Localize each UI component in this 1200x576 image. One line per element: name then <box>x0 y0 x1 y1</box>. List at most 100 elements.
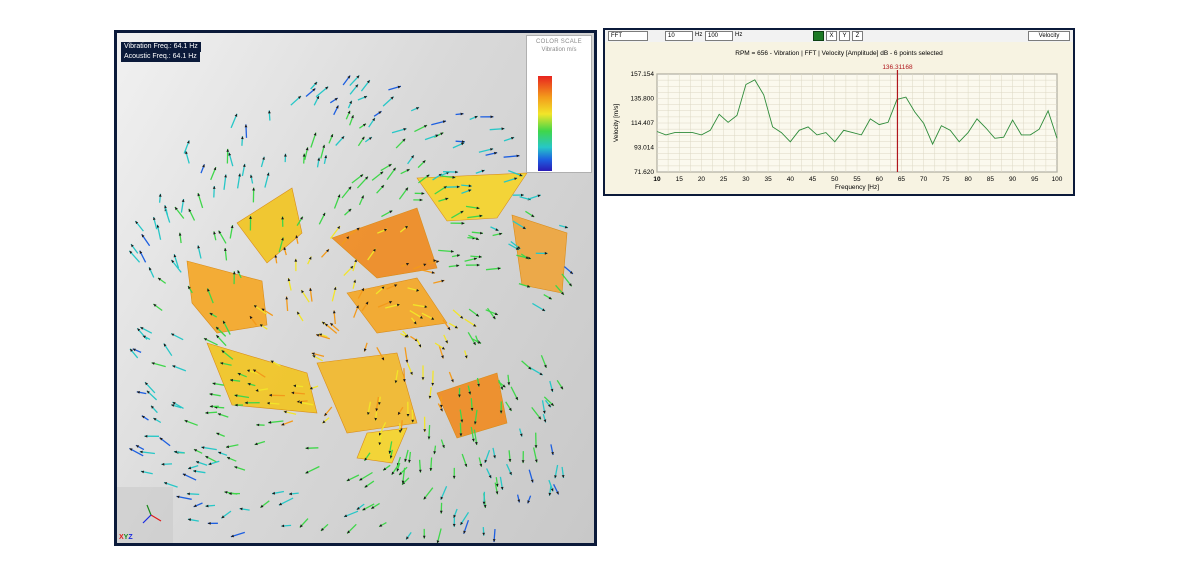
vector-arrow-head <box>431 271 435 274</box>
vector-arrow-head <box>262 156 265 160</box>
vector-arrow-head <box>527 284 531 288</box>
vector-arrow-head <box>161 462 165 466</box>
vector-arrow-head <box>556 491 559 495</box>
fft-chart[interactable]: 10 15 20 25 30 35 40 45 50 55 60 65 70 75 80 85 90 95 100 7… <box>605 60 1073 194</box>
vector-arrow-head <box>356 305 359 309</box>
vector-arrow-head <box>551 451 554 455</box>
vector-arrow-head <box>534 445 538 449</box>
vector-arrow-head <box>347 530 351 534</box>
vector-arrow-head <box>293 384 297 388</box>
vector-arrow-head <box>406 414 410 417</box>
vector-arrow-head <box>207 522 211 525</box>
vector-arrow-head <box>157 277 162 281</box>
vector-arrow-head <box>301 289 304 294</box>
min-frequency-input[interactable]: 10 <box>665 31 693 41</box>
vector-arrow-head <box>481 169 485 173</box>
vector-arrow-head <box>205 504 209 508</box>
vector-arrow-head <box>360 174 364 178</box>
vibration-frequency-label: Vibration Freq.: 64.1 Hz <box>121 42 201 52</box>
vector-arrow-head <box>281 237 284 241</box>
vector-arrow-head <box>392 167 396 171</box>
vector-arrow-head <box>266 172 270 176</box>
vector-arrow-head <box>471 438 475 442</box>
vector-arrow-head <box>502 384 506 388</box>
vector-arrow-head <box>274 254 278 258</box>
vector-arrow-head <box>468 391 471 395</box>
vector-arrow-head <box>291 391 295 395</box>
vector-arrow-head <box>492 316 496 320</box>
vector-arrow-head <box>234 403 238 407</box>
vector-arrow-head <box>463 530 466 534</box>
vector-arrow-head <box>391 471 395 475</box>
vector-arrow-head <box>569 271 573 274</box>
vector-arrow-head <box>207 288 210 292</box>
y-direction-button[interactable]: Y <box>839 31 850 41</box>
vector-arrow-head <box>509 471 512 476</box>
vibration-3d-viewer[interactable]: Vibration Freq.: 64.1 Hz Acoustic Freq.:… <box>114 30 597 546</box>
vector-arrow-head <box>419 315 424 319</box>
vector-arrow-head <box>287 278 291 282</box>
vector-arrow-head <box>403 379 406 383</box>
vector-arrow-head <box>483 504 487 508</box>
vector-arrow-head <box>440 496 444 500</box>
z-direction-button[interactable]: Z <box>852 31 863 41</box>
vector-arrow-head <box>260 504 264 508</box>
vector-arrow-head <box>394 380 398 384</box>
all-directions-toggle[interactable] <box>813 31 824 41</box>
vector-arrow-head <box>415 107 420 110</box>
vector-arrow-head <box>365 176 369 180</box>
vector-arrow-head <box>477 383 480 387</box>
vector-arrow-head <box>234 113 238 117</box>
x-direction-button[interactable]: X <box>826 31 837 41</box>
analysis-mode-select[interactable]: FFT <box>608 31 648 41</box>
vector-arrow-head <box>215 326 219 330</box>
vector-arrow-head <box>140 327 144 330</box>
vector-arrow-head <box>554 475 557 479</box>
vector-arrow-head <box>490 148 494 151</box>
vector-arrow-head <box>174 207 178 211</box>
vector-arrow-head <box>456 264 460 268</box>
vector-arrow-head <box>548 492 552 496</box>
vector-arrow-head <box>484 459 488 463</box>
vector-arrow-head <box>136 391 140 394</box>
vector-arrow-head <box>337 194 341 198</box>
vector-arrow-head <box>261 308 265 312</box>
vector-arrow-head <box>129 250 133 254</box>
3d-viewport[interactable]: Vibration Freq.: 64.1 Hz Acoustic Freq.:… <box>117 33 594 543</box>
vector-arrow-head <box>461 142 465 146</box>
chart-title: RPM = 656 - Vibration | FFT | Velocity [… <box>735 50 943 57</box>
vector-arrow-head <box>431 382 435 386</box>
y-tick-label: 114.407 <box>631 120 654 127</box>
vector-arrow-head <box>568 283 572 287</box>
vector-arrow-head <box>511 137 515 140</box>
vector-arrow-head <box>283 247 287 251</box>
vector-arrow-head <box>542 308 546 312</box>
vector-arrow-head <box>312 88 316 92</box>
quantity-select[interactable]: Velocity <box>1028 31 1070 41</box>
vector-arrow-head <box>193 469 197 473</box>
x-tick-label: 35 <box>764 176 772 183</box>
vector-arrow-head <box>343 514 348 517</box>
x-tick-label: 55 <box>853 176 861 183</box>
fft-toolbar: FFT 10 Hz 100 Hz X Y Z Velocity <box>605 30 1073 42</box>
vector-arrow-head <box>317 157 321 161</box>
vector-arrow-head <box>209 405 213 408</box>
vector-arrow-head <box>305 446 309 450</box>
max-frequency-input[interactable]: 100 <box>705 31 733 41</box>
vector-arrow-head <box>325 86 329 90</box>
vector-arrow-head <box>205 456 209 459</box>
vector-arrow-head <box>550 402 554 406</box>
vector-arrow-head <box>212 382 216 386</box>
x-tick-label: 10 <box>653 176 661 183</box>
axis-x-label: X <box>119 534 124 541</box>
vector-arrow-head <box>404 458 407 462</box>
vector-arrow-head <box>388 450 392 454</box>
vector-arrow-head <box>371 506 375 509</box>
vector-arrow-head <box>394 284 398 287</box>
vector-arrow-head <box>365 301 369 305</box>
surface-patch <box>236 187 303 264</box>
vector-arrow-head <box>356 506 360 510</box>
vector-arrow-head <box>224 491 228 494</box>
vector-arrow-head <box>246 369 250 373</box>
vector-arrow-head <box>234 394 238 397</box>
